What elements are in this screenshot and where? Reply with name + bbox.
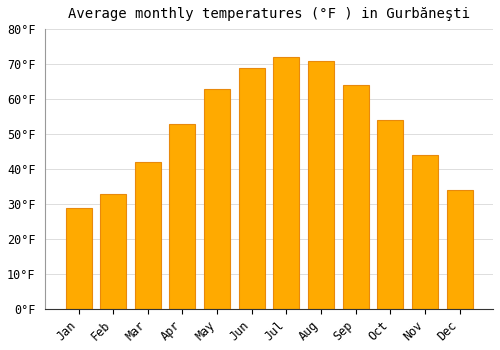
Bar [274,57,299,309]
Bar [342,85,368,309]
Bar [446,190,472,309]
Bar [170,124,196,309]
Bar [308,61,334,309]
Bar [204,89,230,309]
Bar [135,162,161,309]
Bar [66,208,92,309]
Bar [412,155,438,309]
Bar [239,68,265,309]
Bar [100,194,126,309]
Bar [378,120,404,309]
Title: Average monthly temperatures (°F ) in Gurbăneşti: Average monthly temperatures (°F ) in Gu… [68,7,470,21]
